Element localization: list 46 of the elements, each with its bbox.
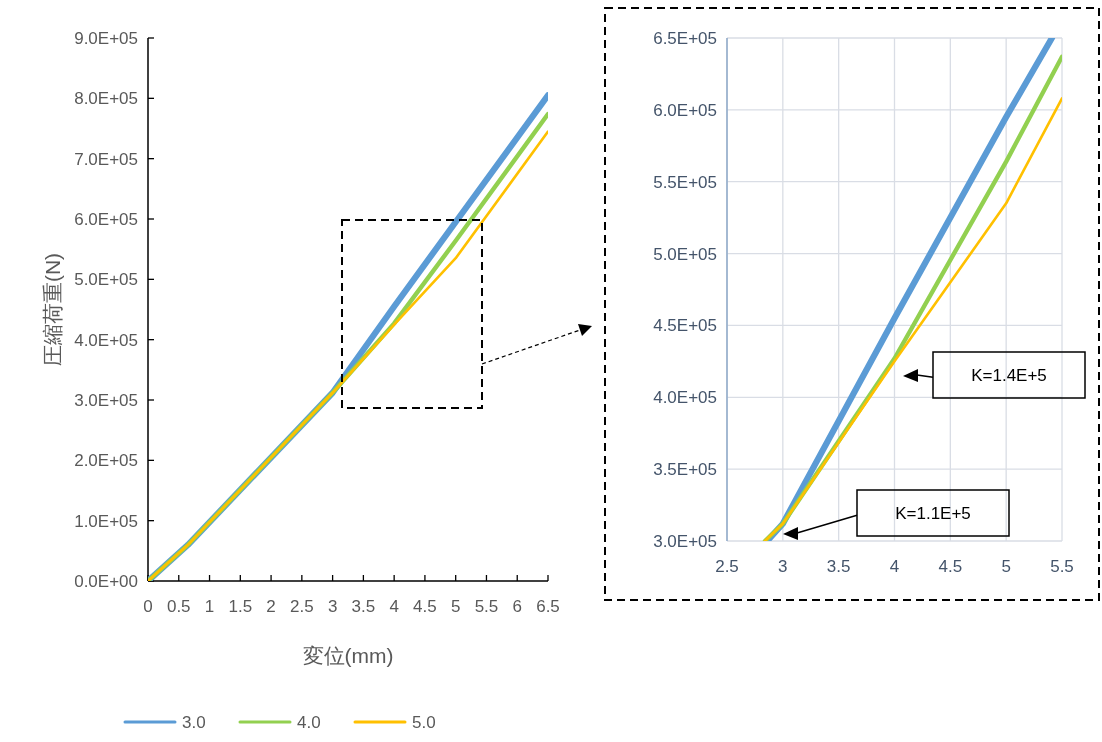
y-tick-label: 6.5E+05: [653, 29, 717, 48]
x-tick-label: 4: [889, 557, 900, 576]
y-tick-label: 5.0E+05: [653, 244, 717, 264]
legend-label: 5.0: [412, 713, 436, 732]
y-tick-label: 6.0E+05: [653, 100, 717, 120]
x-tick-label: 5: [1001, 557, 1011, 576]
y-tick-label: 2.0E+05: [74, 451, 138, 471]
y-tick-label: 0.0E+00: [74, 572, 138, 591]
x-tick-label: 6.5: [536, 597, 560, 616]
x-tick-label: 3.5: [826, 557, 851, 576]
x-tick-label: 0: [143, 597, 153, 616]
x-tick-label: 1: [204, 597, 215, 616]
annotation: K=1.1E+5: [895, 504, 971, 523]
x-tick-label: 0.5: [166, 597, 191, 616]
x-tick-label: 3: [778, 557, 788, 576]
y-tick-label: 5.5E+05: [653, 172, 717, 192]
x-tick-label: 2: [266, 597, 276, 616]
x-tick-label: 4.5: [413, 597, 437, 616]
x-tick-label: 4.5: [938, 557, 963, 576]
x-tick-label: 2.5: [715, 557, 739, 576]
x-tick-label: 6: [512, 597, 522, 616]
y-tick-label: 4.5E+05: [653, 316, 717, 336]
x-tick-label: 5.5: [1050, 557, 1074, 576]
x-tick-label: 2.5: [290, 597, 314, 616]
x-tick-label: 5.5: [474, 597, 499, 616]
y-tick-label: 5.0E+05: [74, 270, 138, 290]
x-axis-title: 変位(mm): [302, 644, 394, 667]
legend-label: 3.0: [182, 713, 206, 732]
y-tick-label: 4.0E+05: [74, 330, 138, 350]
y-tick-label: 3.0E+05: [653, 532, 717, 551]
y-tick-label: 3.5E+05: [653, 460, 717, 480]
y-tick-label: 1.0E+05: [74, 511, 138, 531]
y-tick-label: 8.0E+05: [74, 89, 138, 109]
y-tick-label: 4.0E+05: [653, 388, 717, 408]
x-tick-label: 1.5: [228, 597, 253, 616]
y-axis-title: 圧縮荷重(N): [41, 252, 64, 367]
y-tick-label: 7.0E+05: [74, 149, 138, 169]
x-tick-label: 3.5: [351, 597, 376, 616]
y-tick-label: 6.0E+05: [74, 210, 138, 229]
annotation: K=1.4E+5: [971, 366, 1047, 385]
y-tick-label: 9.0E+05: [74, 29, 138, 48]
y-tick-label: 3.0E+05: [74, 391, 138, 410]
x-tick-label: 3: [327, 597, 338, 616]
x-tick-label: 5: [450, 597, 461, 616]
legend-label: 4.0: [297, 713, 321, 732]
x-tick-label: 4: [389, 597, 399, 616]
